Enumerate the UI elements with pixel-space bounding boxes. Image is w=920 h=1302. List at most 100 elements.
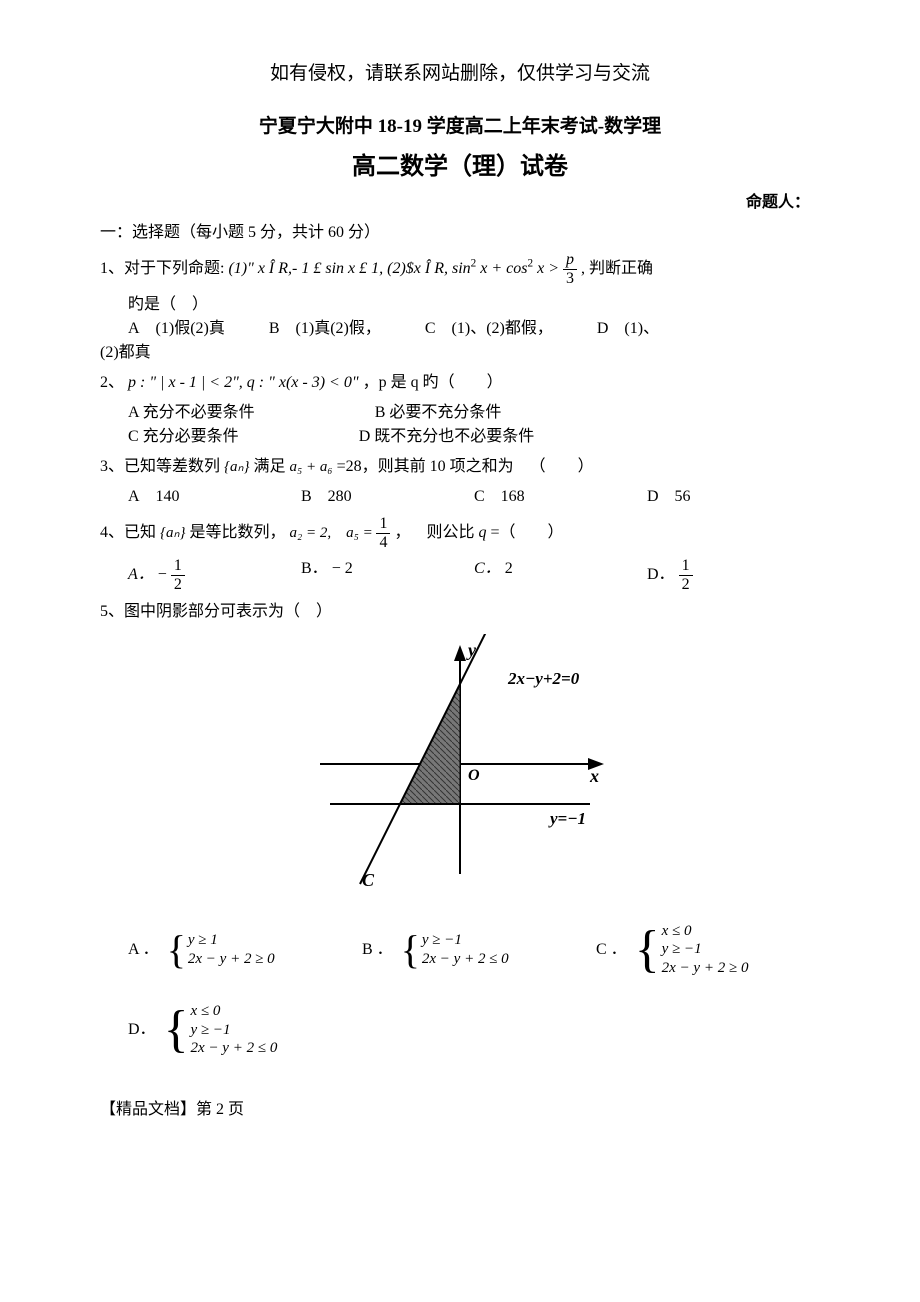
q5-c-lbl: C ． — [596, 938, 627, 962]
point-c-label: C — [362, 870, 375, 890]
q1-opt-a: A (1)假(2)真 — [128, 320, 225, 337]
axis-x-label: x — [589, 766, 599, 786]
question-2: 2、 p : " | x - 1 | < 2", q : " x(x - 3) … — [100, 371, 820, 395]
author-line: 命题人： — [100, 191, 820, 215]
q3-opt-b: B 280 — [301, 485, 474, 509]
q5-a-l1: y ≥ 1 — [188, 931, 275, 950]
q1-stem-b: 旳是（ ） — [100, 293, 820, 317]
q4-opt-a-sign: − — [158, 566, 167, 583]
q4-opt-b-lbl: B． — [301, 560, 328, 577]
q3-opt-c: C 168 — [474, 485, 647, 509]
q2-opt-a: A 充分不必要条件 — [128, 401, 255, 425]
q4-a-num: 1 — [171, 557, 185, 576]
q3-cond: a₅ + a₆ — [290, 459, 333, 475]
q5-a-sys: { y ≥ 1 2x − y + 2 ≥ 0 — [167, 930, 275, 970]
q2-expr: p : " | x - 1 | < 2", q : " x(x - 3) < 0… — [128, 374, 359, 391]
q4-cond: a₂ = 2, a₅ = — [290, 525, 377, 541]
q5-c-l3: 2x − y + 2 ≥ 0 — [662, 959, 749, 978]
q5-opt-b: B ． { y ≥ −1 2x − y + 2 ≤ 0 — [362, 922, 586, 978]
header-note: 如有侵权，请联系网站删除，仅供学习与交流 — [100, 60, 820, 89]
q4-opt-a: A． − 12 — [128, 557, 301, 593]
q5-graph-icon: y x O 2x−y+2=0 y=−1 C — [290, 634, 630, 894]
q4-lead: 4、已知 — [100, 524, 156, 541]
q3-lead: 3、已知等差数列 — [100, 458, 220, 475]
q5-c-l1: x ≤ 0 — [662, 922, 749, 941]
q1-frac: p3 — [563, 251, 577, 287]
q5-opt-d: D． { x ≤ 0 y ≥ −1 2x − y + 2 ≤ 0 — [100, 1002, 820, 1058]
q1-opt-b: B (1)真(2)假， — [269, 320, 381, 337]
q1-tail: , 判断正确 — [581, 260, 653, 277]
question-1: 1、对于下列命题: (1)" x Î R,- 1 £ sin x £ 1, (2… — [100, 251, 820, 287]
q3-mid: 满足 — [254, 458, 286, 475]
line1-label: 2x−y+2=0 — [507, 669, 580, 688]
q4-frac: 14 — [376, 515, 390, 551]
q4-opt-d-lbl: D． — [647, 566, 675, 583]
q4-options: A． − 12 B． − 2 C． 2 D． 12 — [100, 557, 820, 593]
q5-c-l2: y ≥ −1 — [662, 940, 749, 959]
q5-c-sys: { x ≤ 0 y ≥ −1 2x − y + 2 ≥ 0 — [635, 922, 749, 978]
q4-opt-a-lbl: A． — [128, 566, 154, 583]
q1-frac-num: p — [563, 251, 577, 270]
question-3: 3、已知等差数列 {aₙ} 满足 a₅ + a₆ =28，则其前 10 项之和为… — [100, 455, 820, 479]
q5-a-l2: 2x − y + 2 ≥ 0 — [188, 950, 275, 969]
q4-opt-d: D． 12 — [647, 557, 820, 593]
q4-opt-c-val: 2 — [505, 560, 513, 577]
q5-d-l3: 2x − y + 2 ≤ 0 — [191, 1039, 278, 1058]
q1-options: A (1)假(2)真 B (1)真(2)假， C (1)、(2)都假， D (1… — [100, 317, 820, 341]
q5-b-sys: { y ≥ −1 2x − y + 2 ≤ 0 — [401, 930, 509, 970]
q2-opt-b: B 必要不充分条件 — [375, 401, 502, 425]
q4-qvar: q — [478, 524, 486, 541]
q4-a-den: 2 — [171, 576, 185, 594]
q4-seq: {aₙ} — [160, 525, 185, 541]
q4-opt-b: B． − 2 — [301, 557, 474, 593]
q5-a-lbl: A ． — [128, 938, 159, 962]
q5-b-l2: 2x − y + 2 ≤ 0 — [422, 950, 509, 969]
origin-label: O — [468, 767, 480, 784]
q1-stem-a: 1、对于下列命题: — [100, 260, 224, 277]
q2-options: A 充分不必要条件 B 必要不充分条件 C 充分必要条件 D 既不充分也不必要条… — [100, 401, 820, 449]
q5-figure: y x O 2x−y+2=0 y=−1 C — [100, 634, 820, 902]
q5-d-l2: y ≥ −1 — [191, 1021, 278, 1040]
q4-opt-b-val: − 2 — [332, 560, 353, 577]
q3-seq: {aₙ} — [224, 459, 249, 475]
q3-opt-d: D 56 — [647, 485, 820, 509]
q2-tail: ，p 是 q 旳（ ） — [363, 374, 503, 391]
q4-opt-c-lbl: C． — [474, 560, 501, 577]
q1-frac-den: 3 — [563, 270, 577, 288]
page-footer: 【精品文档】第 2 页 — [100, 1098, 820, 1122]
q1-opt-d-cont: (2)都真 — [100, 341, 820, 365]
q5-b-l1: y ≥ −1 — [422, 931, 509, 950]
q5-opt-c: C ． { x ≤ 0 y ≥ −1 2x − y + 2 ≥ 0 — [596, 922, 820, 978]
q1-opt-d: D (1)、 — [597, 320, 659, 337]
q5-options-row1: A ． { y ≥ 1 2x − y + 2 ≥ 0 B ． { y ≥ −1 … — [100, 922, 820, 978]
q4-mid2: ， 则公比 — [394, 524, 474, 541]
q4-d-num: 1 — [679, 557, 693, 576]
q1-prop2-suffix: x > — [533, 260, 563, 277]
axis-y-label: y — [466, 640, 477, 660]
question-4: 4、已知 {aₙ} 是等比数列， a₂ = 2, a₅ = 14 ， 则公比 q… — [100, 515, 820, 551]
question-5: 5、图中阴影部分可表示为（ ） — [100, 600, 820, 624]
q4-opt-a-frac: 12 — [171, 557, 185, 593]
q3-options: A 140 B 280 C 168 D 56 — [100, 485, 820, 509]
q3-eq: =28，则其前 10 项之和为 （ ） — [337, 458, 594, 475]
q1-prop1: (1)" x Î R,- 1 £ sin x £ 1, — [228, 260, 383, 277]
q5-d-l1: x ≤ 0 — [191, 1002, 278, 1021]
q4-eq: =（ ） — [490, 524, 563, 541]
q1-prop2-prefix: (2)$x Î R, sin — [387, 260, 471, 277]
q4-mid1: 是等比数列， — [190, 524, 286, 541]
section-heading: 一：选择题（每小题 5 分，共计 60 分） — [100, 221, 820, 245]
q5-d-lbl: D． — [128, 1018, 156, 1042]
q1-prop2-mid: x + cos — [476, 260, 527, 277]
q2-opt-c: C 充分必要条件 — [128, 425, 239, 449]
q4-opt-d-frac: 12 — [679, 557, 693, 593]
q4-d-den: 2 — [679, 576, 693, 594]
q2-lead: 2、 — [100, 374, 124, 391]
q4-opt-c: C． 2 — [474, 557, 647, 593]
doc-title-1: 宁夏宁大附中 18-19 学度高二上年末考试-数学理 — [100, 113, 820, 142]
q3-opt-a: A 140 — [128, 485, 301, 509]
q4-frac-den: 4 — [376, 534, 390, 552]
q4-frac-num: 1 — [376, 515, 390, 534]
q2-opt-d: D 既不充分也不必要条件 — [359, 425, 535, 449]
q5-b-lbl: B ． — [362, 938, 393, 962]
q1-opt-c: C (1)、(2)都假， — [425, 320, 553, 337]
